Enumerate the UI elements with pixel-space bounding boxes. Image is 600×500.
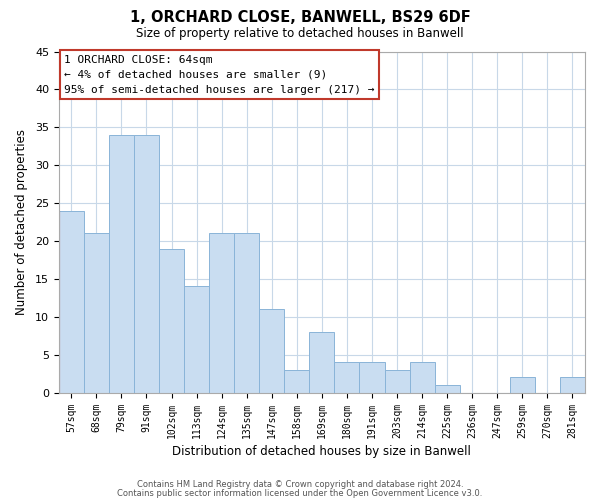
Bar [234, 234, 259, 392]
Bar [359, 362, 385, 392]
Bar [59, 210, 84, 392]
X-axis label: Distribution of detached houses by size in Banwell: Distribution of detached houses by size … [172, 444, 472, 458]
Bar [159, 248, 184, 392]
Bar [434, 385, 460, 392]
Bar [109, 135, 134, 392]
Bar [84, 234, 109, 392]
Text: 1 ORCHARD CLOSE: 64sqm
← 4% of detached houses are smaller (9)
95% of semi-detac: 1 ORCHARD CLOSE: 64sqm ← 4% of detached … [64, 55, 374, 94]
Y-axis label: Number of detached properties: Number of detached properties [15, 129, 28, 315]
Bar [334, 362, 359, 392]
Text: Size of property relative to detached houses in Banwell: Size of property relative to detached ho… [136, 28, 464, 40]
Bar [284, 370, 310, 392]
Text: Contains public sector information licensed under the Open Government Licence v3: Contains public sector information licen… [118, 488, 482, 498]
Bar [510, 378, 535, 392]
Bar [410, 362, 434, 392]
Text: 1, ORCHARD CLOSE, BANWELL, BS29 6DF: 1, ORCHARD CLOSE, BANWELL, BS29 6DF [130, 10, 470, 25]
Bar [560, 378, 585, 392]
Bar [134, 135, 159, 392]
Bar [259, 309, 284, 392]
Bar [209, 234, 234, 392]
Bar [385, 370, 410, 392]
Bar [184, 286, 209, 393]
Bar [310, 332, 334, 392]
Text: Contains HM Land Registry data © Crown copyright and database right 2024.: Contains HM Land Registry data © Crown c… [137, 480, 463, 489]
